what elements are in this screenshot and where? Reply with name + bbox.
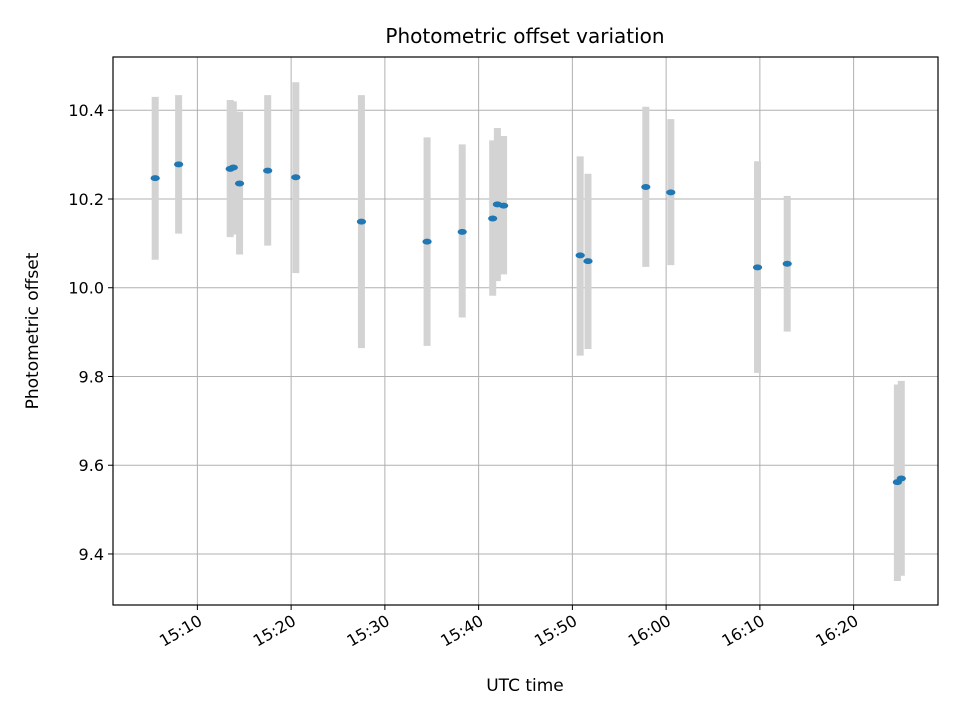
grid-lines — [113, 57, 938, 605]
data-point — [752, 264, 763, 271]
data-point — [641, 184, 651, 191]
y-tick-label: 9.4 — [79, 545, 104, 564]
y-tick-label: 10.4 — [68, 101, 104, 120]
data-point — [422, 238, 432, 245]
data-points — [150, 161, 906, 486]
data-point — [575, 252, 585, 259]
data-point — [150, 175, 160, 182]
data-point — [583, 258, 593, 265]
plot-frame — [112, 56, 939, 606]
data-point — [263, 167, 273, 174]
y-tick-label: 10.0 — [68, 279, 104, 298]
data-point — [666, 189, 676, 196]
y-axis-label: Photometric offset — [23, 252, 43, 409]
y-tick-label: 9.6 — [79, 456, 104, 475]
y-tick-label: 9.8 — [79, 367, 104, 386]
data-point — [782, 260, 792, 267]
data-point — [234, 180, 245, 187]
data-point — [499, 202, 509, 209]
y-tick-label: 10.2 — [68, 190, 104, 209]
data-point — [228, 164, 238, 171]
data-point — [457, 228, 467, 235]
data-point — [488, 215, 498, 222]
data-point — [291, 174, 301, 181]
plot-area — [113, 57, 938, 605]
chart-title: Photometric offset variation — [385, 24, 664, 48]
data-point — [174, 161, 184, 168]
axis-ticks — [108, 109, 855, 610]
data-point — [896, 475, 906, 482]
x-axis-label: UTC time — [486, 676, 564, 696]
data-point — [356, 218, 367, 225]
